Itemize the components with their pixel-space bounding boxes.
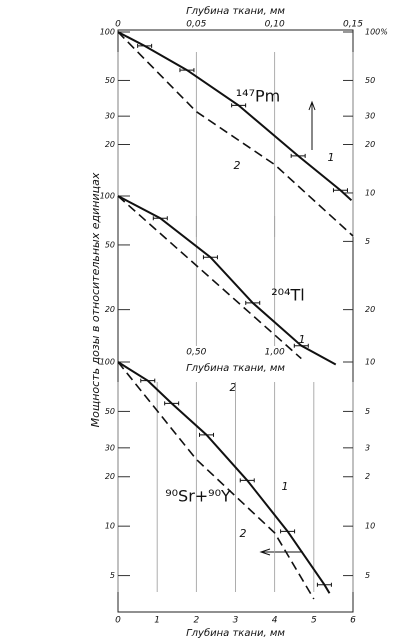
x-axis-label: Глубина ткани, мм [186, 5, 285, 17]
x-tick-label: 0 [115, 616, 121, 626]
data-point [202, 255, 218, 260]
x-tick-label: 0,50 [186, 348, 206, 358]
series-label: 2 [230, 381, 237, 394]
x-tick-label: 6 [350, 616, 356, 626]
y-tick-label: 5 [110, 571, 115, 580]
y2-tick-label: 5 [365, 571, 370, 580]
y-tick-label: 50 [105, 240, 115, 249]
data-point [164, 401, 180, 406]
series-line [117, 361, 315, 600]
x-tick-label: 1 [154, 616, 160, 626]
y2-tick-label: 100% [365, 28, 388, 37]
data-point [280, 529, 296, 534]
y-tick-label: 50 [105, 76, 115, 85]
y2-tick-label: 20 [365, 305, 375, 314]
series-line [117, 361, 331, 594]
data-point [290, 153, 306, 158]
data-point [239, 478, 255, 483]
annotation: ¹⁴⁷Pm [236, 87, 280, 106]
series-label: 1 [299, 333, 306, 346]
series-label: 1 [282, 480, 289, 493]
arrow-head [259, 548, 271, 556]
data-point [293, 343, 309, 348]
x-tick-label: 0,15 [343, 20, 363, 30]
y2-tick-label: 5 [365, 237, 370, 246]
y-tick-label: 30 [105, 112, 115, 121]
y-tick-label: 20 [105, 472, 115, 481]
x-tick-label: 3 [233, 616, 239, 626]
y2-tick-label: 30 [365, 112, 375, 121]
series-line [117, 195, 337, 366]
y2-tick-label: 10 [365, 188, 375, 197]
annotation: ²⁰⁴Tl [271, 286, 304, 305]
series-label: 2 [234, 159, 241, 172]
y2-tick-label: 10 [365, 522, 375, 531]
x-axis-label: Глубина ткани, мм [186, 362, 285, 374]
x-tick-label: 1,00 [265, 348, 285, 358]
series-label: 2 [240, 527, 247, 540]
data-point [140, 378, 156, 383]
data-point [199, 432, 215, 437]
y-tick-label: 20 [105, 140, 115, 149]
y-tick-label: 30 [105, 443, 115, 452]
data-point [179, 68, 195, 73]
data-point [137, 43, 153, 48]
y2-tick-label: 10 [365, 358, 375, 367]
series-label: 1 [328, 151, 335, 164]
y2-tick-label: 3 [365, 443, 370, 452]
arrow-head [308, 100, 316, 111]
x-tick-label: 0,05 [186, 20, 206, 30]
y2-tick-label: 20 [365, 140, 375, 149]
y2-tick-label: 5 [365, 407, 370, 416]
series-line [117, 31, 354, 237]
y-tick-label: 100 [100, 28, 115, 37]
data-point [316, 582, 332, 587]
data-point [332, 188, 348, 193]
data-point [245, 300, 261, 305]
series-line [117, 31, 353, 202]
x-axis-label: Глубина ткани, мм [186, 627, 285, 639]
y-tick-label: 100 [100, 192, 115, 201]
x-tick-label: 0 [115, 20, 121, 30]
x-tick-label: 4 [272, 616, 278, 626]
annotation: ⁹⁰Sr+⁹⁰Y [165, 487, 231, 506]
y-tick-label: 20 [105, 305, 115, 314]
y-axis-label: Мощность дозы в относительных единицах [89, 172, 102, 427]
y-tick-label: 100 [100, 358, 115, 367]
x-tick-label: 5 [311, 616, 317, 626]
series-line [117, 195, 302, 360]
x-tick-label: 2 [193, 616, 199, 626]
y-tick-label: 50 [105, 407, 115, 416]
data-point [231, 103, 247, 108]
y2-tick-label: 50 [365, 76, 375, 85]
x-tick-label: 0,10 [265, 20, 285, 30]
y-tick-label: 10 [105, 522, 115, 531]
data-point [152, 216, 168, 221]
y2-tick-label: 2 [365, 472, 370, 481]
